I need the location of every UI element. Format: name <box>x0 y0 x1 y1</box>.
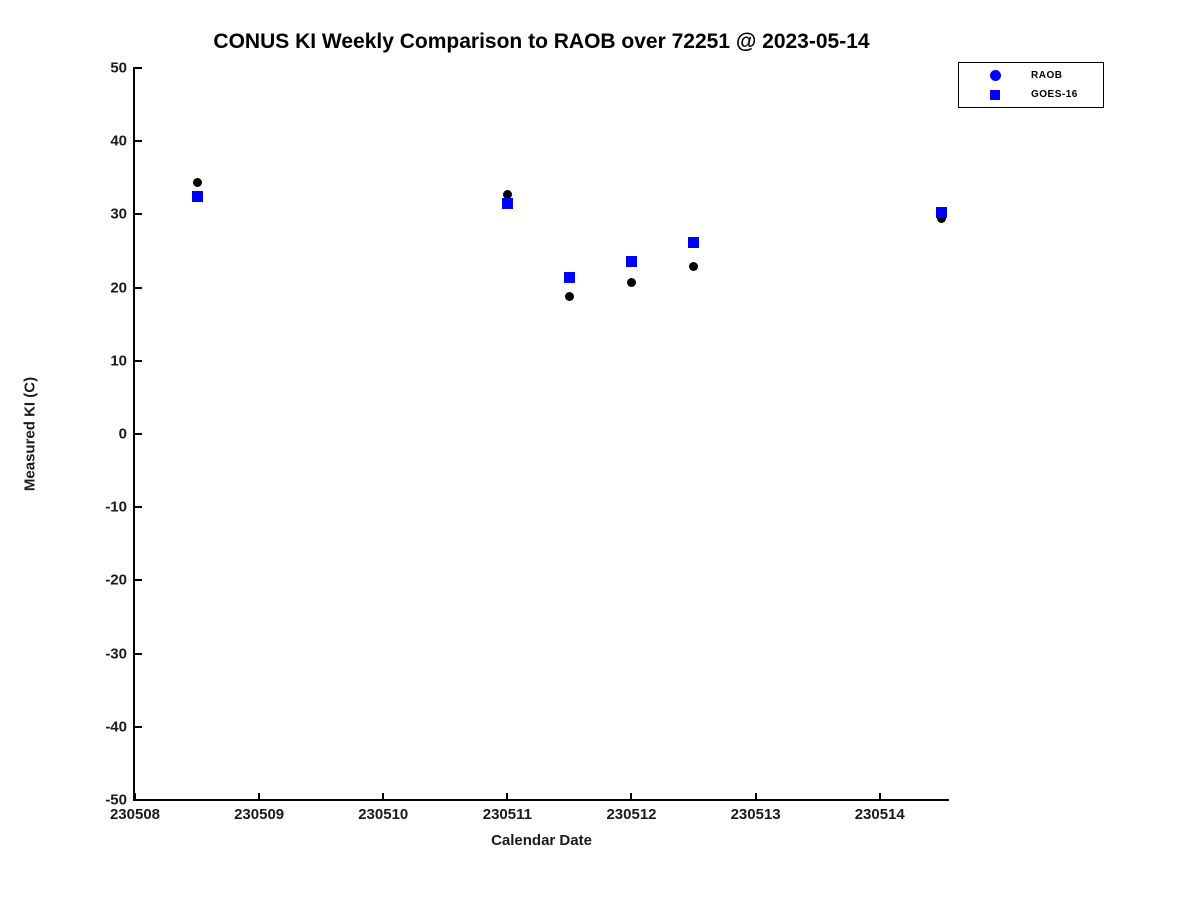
x-tick-label: 230510 <box>358 806 409 823</box>
plot-area <box>135 68 948 800</box>
legend-marker-column <box>959 89 1031 100</box>
x-tick-label: 230513 <box>730 806 781 823</box>
goes-16-marker <box>625 255 637 267</box>
x-axis-title: Calendar Date <box>491 832 592 849</box>
y-tick-mark <box>135 725 142 728</box>
y-tick-label: -10 <box>105 498 127 516</box>
y-tick-label: 0 <box>118 425 127 443</box>
goes-16-legend-marker-icon <box>990 89 1000 100</box>
x-tick-label: 230508 <box>109 806 161 823</box>
y-tick-mark <box>135 433 142 435</box>
y-tick-mark <box>135 359 142 362</box>
raob-marker <box>689 261 699 271</box>
x-tick-mark <box>382 793 385 800</box>
y-tick-label: 30 <box>110 205 127 223</box>
y-tick-mark <box>135 652 142 655</box>
x-tick-label: 230514 <box>854 806 905 823</box>
y-tick-label: 40 <box>110 132 127 150</box>
x-tick-mark <box>258 793 261 800</box>
goes-16-marker <box>501 197 513 209</box>
goes-16-marker <box>688 237 700 249</box>
y-tick-label: -50 <box>105 791 127 809</box>
legend-item-raob: RAOB <box>959 68 1103 83</box>
y-tick-mark <box>135 140 142 143</box>
y-tick-mark <box>135 67 142 69</box>
y-tick-mark <box>135 506 142 509</box>
legend-label: GOES-16 <box>1031 89 1078 100</box>
y-axis-line <box>133 67 135 801</box>
x-tick-mark <box>506 793 509 800</box>
y-tick-label: 20 <box>110 279 127 297</box>
raob-marker <box>564 291 574 301</box>
y-tick-mark <box>135 579 142 582</box>
chart-title: CONUS KI Weekly Comparison to RAOB over … <box>213 30 870 53</box>
x-axis-line <box>133 799 949 801</box>
x-tick-mark <box>754 793 757 800</box>
legend-marker-column <box>959 70 1031 81</box>
x-tick-mark <box>878 793 881 800</box>
goes-16-marker <box>936 206 948 218</box>
raob-legend-marker-icon <box>989 70 1001 81</box>
legend-label: RAOB <box>1031 70 1063 81</box>
goes-16-marker <box>563 271 575 283</box>
y-tick-mark <box>135 799 142 801</box>
raob-marker <box>502 190 512 200</box>
y-tick-label: -20 <box>105 571 127 589</box>
y-tick-label: -30 <box>105 645 127 663</box>
x-tick-mark <box>630 793 633 800</box>
y-tick-label: 10 <box>110 352 127 370</box>
y-tick-label: -40 <box>105 718 127 736</box>
x-tick-label: 230512 <box>606 806 657 823</box>
legend: RAOB GOES-16 <box>958 62 1104 108</box>
goes-16-marker <box>191 191 203 203</box>
x-tick-label: 230509 <box>234 806 285 823</box>
raob-marker <box>192 178 202 188</box>
x-tick-label: 230511 <box>482 806 532 823</box>
raob-marker <box>937 214 947 224</box>
legend-item-goes-16: GOES-16 <box>959 87 1103 102</box>
y-axis-title: Measured KI (C) <box>21 376 39 492</box>
raob-marker <box>626 277 636 287</box>
x-tick-mark <box>134 793 136 800</box>
y-tick-mark <box>135 213 142 216</box>
y-tick-label: 50 <box>110 59 127 77</box>
y-tick-mark <box>135 286 142 289</box>
